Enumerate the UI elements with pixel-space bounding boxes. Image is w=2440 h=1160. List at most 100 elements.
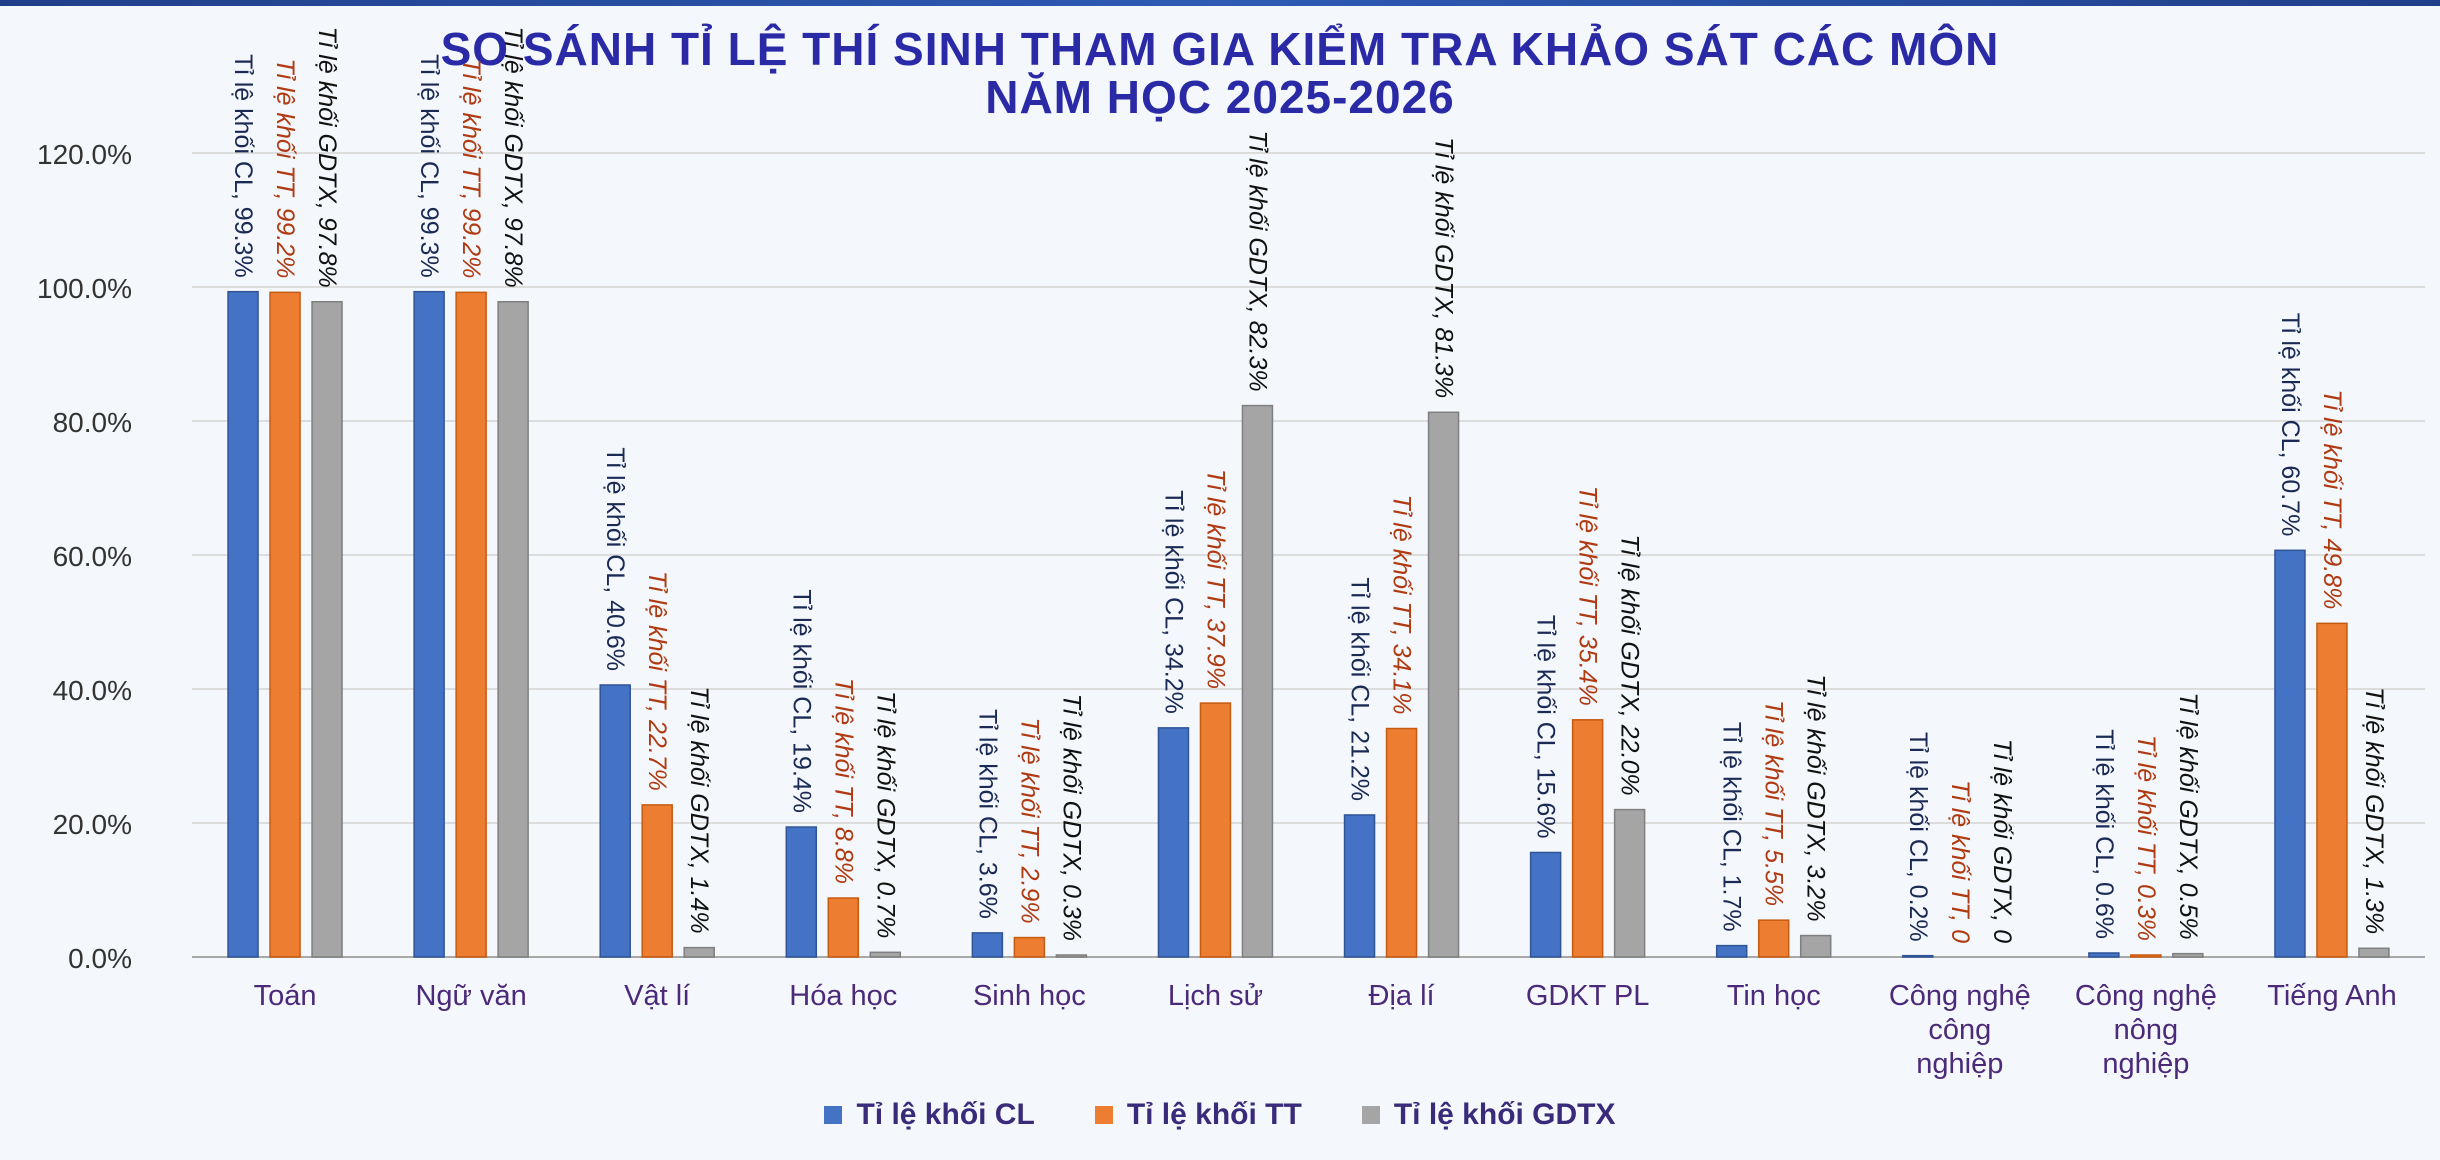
bar xyxy=(1385,727,1418,958)
legend-swatch-gdtx xyxy=(1361,1106,1380,1124)
legend-label-tt: Tỉ lệ khối TT xyxy=(1126,1098,1302,1131)
y-tick-label: 80.0% xyxy=(53,407,132,438)
bar xyxy=(1157,727,1190,958)
data-label: Tỉ lệ khối GDTX, 22.0% xyxy=(1616,534,1644,795)
data-label: Tỉ lệ khối TT, 49.8% xyxy=(2318,389,2346,609)
data-label: Tỉ lệ khối GDTX, 82.3% xyxy=(1243,130,1271,391)
data-label: Tỉ lệ khối TT, 22.7% xyxy=(643,571,671,791)
y-tick-label: 40.0% xyxy=(53,675,132,706)
bar xyxy=(227,290,259,958)
bar xyxy=(1199,702,1232,958)
x-tick-label: Tiếng Anh xyxy=(2267,980,2397,1012)
bar xyxy=(1571,719,1604,958)
legend-item-cl: Tỉ lệ khối CL xyxy=(824,1098,1035,1132)
bar xyxy=(641,804,673,958)
data-label: Tỉ lệ khối TT, 35.4% xyxy=(1574,486,1602,706)
bar xyxy=(2088,952,2120,958)
legend: Tỉ lệ khối CL Tỉ lệ khối TT Tỉ lệ khối G… xyxy=(0,1098,2440,1132)
bar xyxy=(971,932,1004,958)
data-label: Tỉ lệ khối TT, 99.2% xyxy=(271,58,299,278)
data-label: Tỉ lệ khối CL, 21.2% xyxy=(1346,577,1374,801)
data-label: Tỉ lệ khối GDTX, 1.3% xyxy=(2360,687,2388,934)
bar xyxy=(1427,411,1460,958)
x-tick-label: nông xyxy=(2114,1014,2179,1046)
chart-subtitle: NĂM HỌC 2025-2026 xyxy=(985,71,1455,123)
bar xyxy=(2130,954,2162,958)
bar xyxy=(1902,954,1934,958)
y-tick-label: 20.0% xyxy=(53,809,132,840)
bar xyxy=(785,826,818,958)
legend-label-cl: Tỉ lệ khối CL xyxy=(856,1098,1035,1131)
data-label: Tỉ lệ khối TT, 37.9% xyxy=(1201,469,1229,689)
x-tick-label: nghiệp xyxy=(1916,1048,2003,1080)
bar xyxy=(1613,808,1646,958)
bar xyxy=(1529,851,1562,958)
x-tick-label: nghiệp xyxy=(2102,1048,2189,1080)
bar xyxy=(1241,404,1274,958)
data-label: Tỉ lệ khối CL, 15.6% xyxy=(1532,615,1560,839)
bar xyxy=(311,300,343,958)
bar xyxy=(827,897,860,958)
bar xyxy=(599,684,631,958)
legend-swatch-cl xyxy=(824,1106,843,1124)
data-label: Tỉ lệ khối CL, 99.3% xyxy=(229,54,257,278)
x-tick-label: Ngữ văn xyxy=(415,980,526,1012)
data-label: Tỉ lệ khối GDTX, 97.8% xyxy=(499,27,527,288)
data-label: Tỉ lệ khối GDTX, 0.7% xyxy=(871,691,899,938)
data-label: Tỉ lệ khối TT, 2.9% xyxy=(1015,717,1043,923)
data-label: Tỉ lệ khối GDTX, 1.4% xyxy=(685,686,713,933)
y-tick-label: 60.0% xyxy=(53,541,132,572)
data-label: Tỉ lệ khối GDTX, 3.2% xyxy=(1802,674,1830,921)
x-tick-label: Công nghệ xyxy=(1889,980,2031,1012)
data-label: Tỉ lệ khối CL, 3.6% xyxy=(973,709,1001,919)
legend-item-tt: Tỉ lệ khối TT xyxy=(1094,1098,1302,1132)
data-label: Tỉ lệ khối TT, 8.8% xyxy=(829,678,857,884)
data-label: Tỉ lệ khối CL, 19.4% xyxy=(787,589,815,813)
x-tick-label: Tin học xyxy=(1727,980,1821,1012)
bar xyxy=(1013,936,1046,958)
bar xyxy=(683,946,715,958)
bar xyxy=(2274,549,2306,958)
data-label: Tỉ lệ khối TT, 0 xyxy=(1946,780,1974,943)
data-label: Tỉ lệ khối TT, 34.1% xyxy=(1388,495,1416,715)
x-tick-label: Lịch sử xyxy=(1168,980,1263,1012)
data-label: Tỉ lệ khối CL, 40.6% xyxy=(601,447,629,671)
data-label: Tỉ lệ khối GDTX, 81.3% xyxy=(1430,137,1458,398)
bar xyxy=(497,300,529,958)
y-tick-label: 0.0% xyxy=(68,943,132,974)
x-tick-label: công xyxy=(1928,1014,1991,1046)
x-tick-label: Vật lí xyxy=(624,980,690,1012)
legend-label-gdtx: Tỉ lệ khối GDTX xyxy=(1393,1098,1616,1131)
x-tick-label: Sinh học xyxy=(973,980,1086,1012)
bar xyxy=(869,951,902,958)
legend-item-gdtx: Tỉ lệ khối GDTX xyxy=(1361,1098,1616,1132)
x-tick-label: Hóa học xyxy=(789,980,897,1012)
bar xyxy=(413,290,445,958)
x-tick-label: GDKT PL xyxy=(1526,980,1650,1012)
data-label: Tỉ lệ khối CL, 0.2% xyxy=(1904,732,1932,942)
data-label: Tỉ lệ khối GDTX, 97.8% xyxy=(313,27,341,288)
data-label: Tỉ lệ khối GDTX, 0 xyxy=(1988,739,2016,943)
y-tick-label: 100.0% xyxy=(37,273,132,304)
data-label: Tỉ lệ khối CL, 1.7% xyxy=(1718,722,1746,932)
data-label: Tỉ lệ khối CL, 34.2% xyxy=(1159,490,1187,714)
bar xyxy=(1343,814,1376,958)
data-label: Tỉ lệ khối GDTX, 0.5% xyxy=(2174,692,2202,939)
data-label: Tỉ lệ khối GDTX, 0.3% xyxy=(1057,694,1085,941)
x-tick-label: Công nghệ xyxy=(2075,980,2217,1012)
data-label: Tỉ lệ khối CL, 60.7% xyxy=(2276,313,2304,537)
bar xyxy=(1799,934,1832,958)
chart-title: SO SÁNH TỈ LỆ THÍ SINH THAM GIA KIỂM TRA… xyxy=(440,23,2000,75)
data-label: Tỉ lệ khối CL, 99.3% xyxy=(415,54,443,278)
bar xyxy=(2358,947,2390,958)
bar xyxy=(269,291,301,958)
data-label: Tỉ lệ khối TT, 0.3% xyxy=(2132,735,2160,941)
data-label: Tỉ lệ khối TT, 5.5% xyxy=(1760,700,1788,906)
bar xyxy=(455,291,487,958)
data-label: Tỉ lệ khối CL, 0.6% xyxy=(2090,729,2118,939)
bar xyxy=(2172,952,2204,958)
bar xyxy=(1757,919,1790,958)
top-accent-bar xyxy=(0,0,2440,6)
bar xyxy=(1055,954,1088,958)
bar-chart: 0.0% 20.0% 40.0% 60.0% 80.0% 100.0% 120.0% Tỉ l… xyxy=(37,27,2425,1080)
